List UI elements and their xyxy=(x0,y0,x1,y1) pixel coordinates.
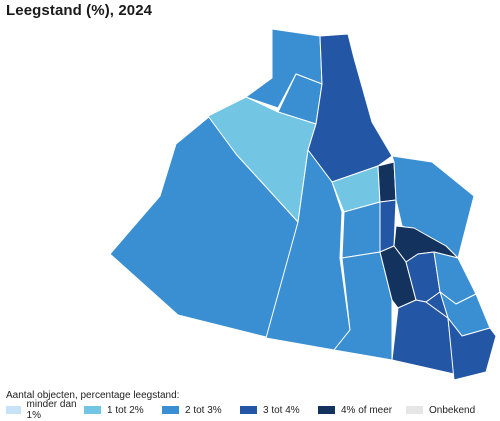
region-north-dark-strip[interactable] xyxy=(307,33,393,183)
legend-swatch xyxy=(406,406,423,414)
legend-label: 2 tot 3% xyxy=(185,404,222,416)
legend-swatch xyxy=(162,406,179,414)
legend-item-3-tot-4: 3 tot 4% xyxy=(240,405,318,416)
region-center-large[interactable] xyxy=(265,149,351,351)
legend-item-2-tot-3: 2 tot 3% xyxy=(162,405,240,416)
legend-label: minder dan 1% xyxy=(26,399,77,421)
legend-label: 1 tot 2% xyxy=(107,404,144,416)
legend: minder dan 1% 1 tot 2% 2 tot 3% 3 tot 4%… xyxy=(6,399,476,421)
legend-swatch xyxy=(84,406,101,414)
legend-label: Onbekend xyxy=(429,404,476,416)
legend-item-minder-dan-1: minder dan 1% xyxy=(6,399,84,421)
legend-title: Aantal objecten, percentage leegstand: xyxy=(6,390,180,401)
legend-item-1-tot-2: 1 tot 2% xyxy=(84,405,162,416)
legend-label: 3 tot 4% xyxy=(263,404,300,416)
legend-swatch xyxy=(240,406,257,414)
region-center-dark-small[interactable] xyxy=(377,161,397,203)
legend-item-onbekend: Onbekend xyxy=(406,405,476,416)
legend-swatch xyxy=(318,406,335,414)
region-south-dark-right[interactable] xyxy=(425,291,497,381)
legend-swatch xyxy=(6,406,21,414)
legend-label: 4% of meer xyxy=(341,404,393,416)
legend-item-4-of-meer: 4% of meer xyxy=(318,405,406,416)
map-title: Leegstand (%), 2024 xyxy=(6,2,153,19)
region-center-blue-strip[interactable] xyxy=(379,199,397,253)
